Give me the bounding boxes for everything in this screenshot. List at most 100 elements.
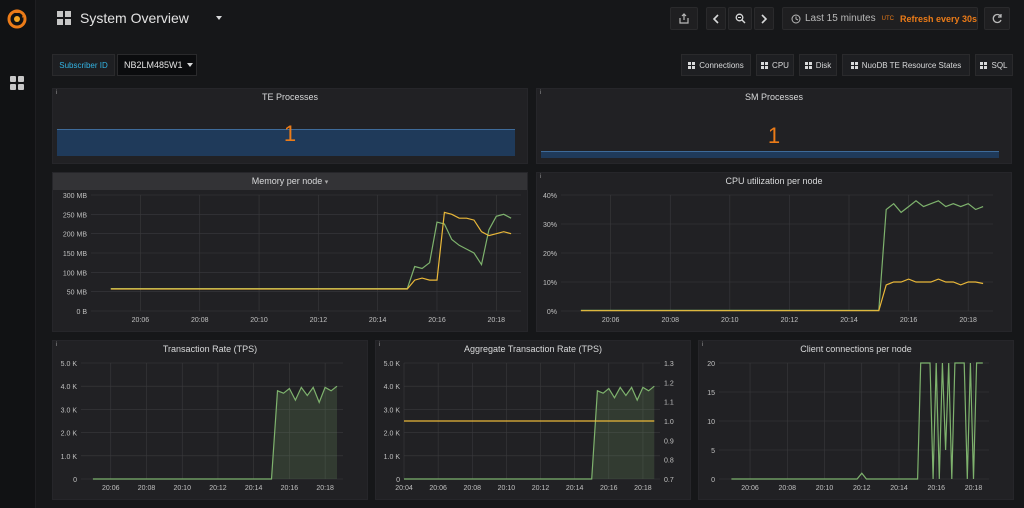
series-line — [580, 200, 984, 311]
caret-down-icon — [186, 63, 193, 67]
y-tick-label: 5.0 K — [384, 361, 401, 368]
y2-tick-label: 0.9 — [664, 438, 674, 445]
y-tick-label: 0% — [547, 309, 557, 316]
panel-title[interactable]: Client connections per node — [800, 344, 912, 354]
y2-tick-label: 1.0 — [664, 419, 674, 426]
y-tick-label: 20 — [707, 361, 715, 368]
y-tick-label: 50 MB — [67, 290, 88, 297]
panel-title[interactable]: Aggregate Transaction Rate (TPS) — [463, 344, 603, 354]
sparkline — [541, 151, 999, 158]
caret-down-icon: ▾ — [324, 179, 329, 186]
y-tick-label: 5 — [711, 448, 715, 455]
y-tick-label: 40% — [543, 193, 557, 200]
x-tick-label: 20:16 — [927, 485, 945, 492]
cpu-utilization-panel: i CPU utilization per node 0% 10% 20% 30% 40… — [536, 172, 1012, 332]
x-tick-label: 20:12 — [532, 485, 550, 492]
grafana-logo-icon[interactable] — [5, 7, 29, 31]
refresh-interval-label: Refresh every 30s — [899, 13, 978, 24]
share-icon — [679, 12, 689, 24]
x-tick-label: 20:10 — [721, 317, 739, 324]
x-tick-label: 20:16 — [281, 485, 299, 492]
x-tick-label: 20:18 — [634, 485, 652, 492]
link-nuodb-te-resource-states[interactable]: NuoDB TE Resource States — [842, 54, 970, 76]
x-tick-label: 20:14 — [566, 485, 584, 492]
y-tick-label: 250 MB — [63, 212, 87, 219]
y2-tick-label: 1.2 — [664, 380, 674, 387]
link-cpu[interactable]: CPU — [756, 54, 794, 76]
chevron-down-icon[interactable] — [216, 16, 222, 20]
sidebar — [0, 0, 36, 508]
transaction-rate-chart[interactable]: 0 1.0 K 2.0 K 3.0 K 4.0 K 5.0 K 20:06 20:08 20:1… — [53, 341, 369, 501]
panel-title[interactable]: SM Processes — [744, 92, 804, 102]
x-tick-label: 20:16 — [600, 485, 618, 492]
x-tick-label: 20:16 — [428, 317, 446, 324]
info-icon[interactable]: i — [540, 90, 542, 96]
aggregate-transaction-rate-panel: i Aggregate Transaction Rate (TPS) 0 1.0 … — [375, 340, 691, 500]
sparkline — [57, 129, 515, 156]
y-tick-label: 4.0 K — [384, 384, 401, 391]
time-picker-button[interactable]: Last 15 minutes UTC Refresh every 30s — [782, 7, 978, 30]
series-area — [92, 386, 338, 479]
x-tick-label: 20:10 — [498, 485, 516, 492]
stat-value: 1 — [283, 121, 297, 146]
x-tick-label: 20:08 — [138, 485, 156, 492]
x-tick-label: 20:10 — [250, 317, 268, 324]
x-tick-label: 20:06 — [741, 485, 759, 492]
y-tick-label: 150 MB — [63, 251, 87, 258]
y2-tick-label: 1.3 — [664, 361, 674, 368]
y-tick-label: 4.0 K — [61, 384, 78, 391]
subscriber-id-label: Subscriber ID — [52, 54, 115, 76]
link-connections[interactable]: Connections — [681, 54, 751, 76]
info-icon[interactable]: i — [540, 174, 542, 180]
y2-tick-label: 1.1 — [664, 400, 674, 407]
x-tick-label: 20:12 — [209, 485, 227, 492]
x-tick-label: 20:04 — [395, 485, 413, 492]
zoom-out-button[interactable] — [728, 7, 752, 30]
time-forward-button[interactable] — [754, 7, 774, 30]
share-button[interactable] — [670, 7, 698, 30]
y-tick-label: 15 — [707, 390, 715, 397]
te-processes-panel: i TE Processes 1 — [52, 88, 528, 164]
x-tick-label: 20:12 — [853, 485, 871, 492]
aggregate-transaction-rate-chart[interactable]: 0 1.0 K 2.0 K 3.0 K 4.0 K 5.0 K 0.7 0.8 0.9 1.0 1.… — [376, 341, 692, 501]
series-line — [110, 213, 512, 290]
y-tick-label: 5.0 K — [61, 361, 78, 368]
series-area — [404, 386, 655, 479]
link-sql[interactable]: SQL — [975, 54, 1013, 76]
x-tick-label: 20:14 — [890, 485, 908, 492]
x-tick-label: 20:14 — [840, 317, 858, 324]
x-tick-label: 20:06 — [102, 485, 120, 492]
y-tick-label: 0 — [73, 477, 77, 484]
link-disk[interactable]: Disk — [799, 54, 837, 76]
y2-tick-label: 0.8 — [664, 458, 674, 465]
client-connections-panel: i Client connections per node 0 5 10 15 20 20… — [698, 340, 1014, 500]
zoom-out-icon — [735, 13, 745, 24]
info-icon[interactable]: i — [56, 90, 58, 96]
panel-title[interactable]: Memory per node ▾ — [53, 173, 527, 190]
info-icon[interactable]: i — [702, 342, 704, 348]
info-icon[interactable]: i — [379, 342, 381, 348]
dashboard-title[interactable]: System Overview — [80, 10, 189, 26]
transaction-rate-panel: i Transaction Rate (TPS) 0 1.0 K 2.0 K 3.0 … — [52, 340, 368, 500]
subscriber-id-select[interactable]: NB2LM485W1 — [117, 54, 197, 76]
x-tick-label: 20:08 — [191, 317, 209, 324]
y-tick-label: 100 MB — [63, 270, 87, 277]
cpu-utilization-chart[interactable]: 0% 10% 20% 30% 40% 20:06 20:08 20:10 20:12 20:14 2… — [537, 173, 1013, 333]
x-tick-label: 20:06 — [132, 317, 150, 324]
sm-processes-panel: i SM Processes 1 — [536, 88, 1012, 164]
refresh-button[interactable] — [984, 7, 1010, 30]
y-tick-label: 2.0 K — [384, 431, 401, 438]
y-tick-label: 10 — [707, 419, 715, 426]
panel-title[interactable]: TE Processes — [261, 92, 319, 102]
memory-per-node-chart[interactable]: 0 B 50 MB 100 MB 150 MB 200 MB 250 MB 300 MB 20… — [53, 173, 529, 333]
y-tick-label: 0 — [396, 477, 400, 484]
time-back-button[interactable] — [706, 7, 726, 30]
y-tick-label: 1.0 K — [61, 454, 78, 461]
panel-title[interactable]: CPU utilization per node — [725, 176, 823, 186]
dashboards-grid-icon[interactable] — [9, 75, 25, 91]
y-tick-label: 3.0 K — [384, 407, 401, 414]
panel-title[interactable]: Transaction Rate (TPS) — [162, 344, 258, 354]
y-tick-label: 0 — [711, 477, 715, 484]
info-icon[interactable]: i — [56, 342, 58, 348]
client-connections-chart[interactable]: 0 5 10 15 20 20:06 20:08 20:10 20:12 20:14 20:16 20… — [699, 341, 1015, 501]
